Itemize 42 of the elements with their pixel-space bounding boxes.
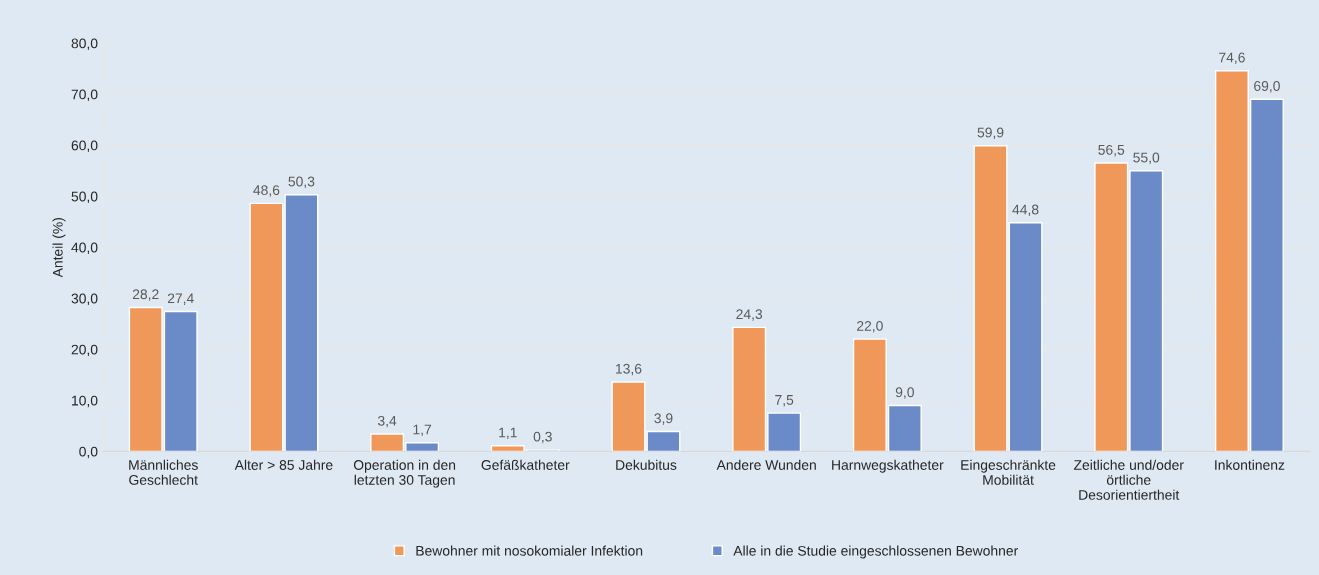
data-label: 48,6 — [253, 185, 280, 197]
x-tick-label: Zeitliche und/oder örtliche Desorientiertheit — [1073, 459, 1184, 500]
y-tick-label: 50,0 — [71, 191, 98, 204]
x-tick-label: Inkontinenz — [1215, 459, 1285, 470]
x-tick-label: Alter > 85 Jahre — [234, 459, 333, 470]
data-label: 1,1 — [499, 427, 517, 440]
data-label: 24,3 — [736, 309, 763, 321]
data-label: 9,0 — [895, 387, 914, 399]
data-label: 69,0 — [1254, 81, 1280, 93]
y-tick-label: 30,0 — [71, 293, 98, 306]
data-label: 3,9 — [654, 413, 673, 425]
data-label: 44,8 — [1012, 204, 1039, 217]
legend-label: Alle in die Studie eingeschlossenen Bewohner — [733, 545, 1018, 559]
data-label: 1,7 — [413, 424, 432, 437]
data-label: 56,5 — [1098, 144, 1125, 157]
y-axis-title: Anteil (%) — [52, 218, 66, 278]
data-label: 55,0 — [1133, 152, 1160, 165]
x-tick-label: Eingeschränkte Mobilität — [961, 459, 1056, 485]
data-label: 50,3 — [288, 176, 315, 189]
y-tick-label: 60,0 — [71, 140, 98, 152]
legend-label: Bewohner mit nosokomialer Infektion — [416, 545, 643, 556]
y-tick-label: 80,0 — [71, 38, 98, 50]
data-label: 27,4 — [167, 293, 194, 305]
x-tick-label: Harnwegskatheter — [832, 459, 944, 473]
data-label: 74,6 — [1219, 52, 1245, 65]
data-label: 13,6 — [616, 363, 642, 376]
x-tick-label: Operation in den letzten 30 Tagen — [353, 459, 456, 488]
data-label: 28,2 — [132, 289, 159, 301]
x-tick-label: Gefäßkatheter — [481, 459, 570, 470]
x-tick-label: Männliches Geschlecht — [129, 459, 198, 485]
y-tick-label: 40,0 — [71, 242, 98, 255]
data-label: 7,5 — [775, 395, 794, 407]
data-label: 3,4 — [377, 415, 397, 428]
y-tick-label: 10,0 — [72, 395, 98, 408]
y-tick-label: 20,0 — [71, 344, 98, 357]
data-label: 0,3 — [533, 431, 552, 444]
y-tick-label: 70,0 — [71, 89, 98, 101]
data-label: 22,0 — [857, 320, 883, 333]
x-tick-label: Dekubitus — [616, 459, 677, 470]
y-tick-label: 0,0 — [79, 446, 98, 459]
x-tick-label: Andere Wunden — [716, 459, 816, 470]
data-label: 59,9 — [977, 127, 1004, 140]
